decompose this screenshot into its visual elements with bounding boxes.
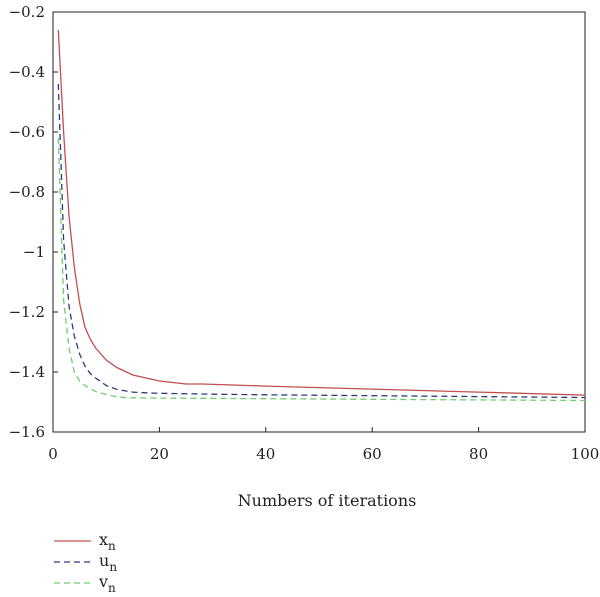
y-tick-label: −0.8 [9, 183, 45, 201]
series-line-vn [57, 137, 586, 402]
y-tick-label: −1.4 [9, 363, 45, 381]
x-tick-label: 0 [48, 445, 58, 463]
legend-label-xn: xn [99, 530, 116, 553]
y-tick-label: −0.6 [9, 123, 45, 141]
y-tick-label: −1.2 [9, 303, 45, 321]
x-tick-label: 40 [256, 445, 275, 463]
x-tick-label: 80 [469, 445, 488, 463]
x-axis-title: Numbers of iterations [238, 491, 417, 510]
series-line-xn [57, 29, 586, 396]
legend-label-vn: vn [98, 572, 116, 595]
x-axis-ticks: 0 20 40 60 80 100 [48, 427, 599, 463]
y-tick-label: −1 [23, 243, 45, 261]
plot-frame [52, 11, 586, 433]
y-tick-label: −0.2 [9, 3, 45, 21]
x-tick-label: 100 [571, 445, 600, 463]
y-tick-label: −1.6 [9, 423, 45, 441]
x-tick-label: 60 [363, 445, 382, 463]
y-axis-ticks: −0.2 −0.4 −0.6 −0.8 −1 −1.2 −1.4 −1.6 [9, 3, 58, 441]
series-lines [57, 29, 586, 402]
y-tick-label: −0.4 [9, 63, 45, 81]
series-line-un [57, 83, 586, 399]
legend-label-un: un [99, 551, 117, 574]
x-tick-label: 20 [150, 445, 169, 463]
